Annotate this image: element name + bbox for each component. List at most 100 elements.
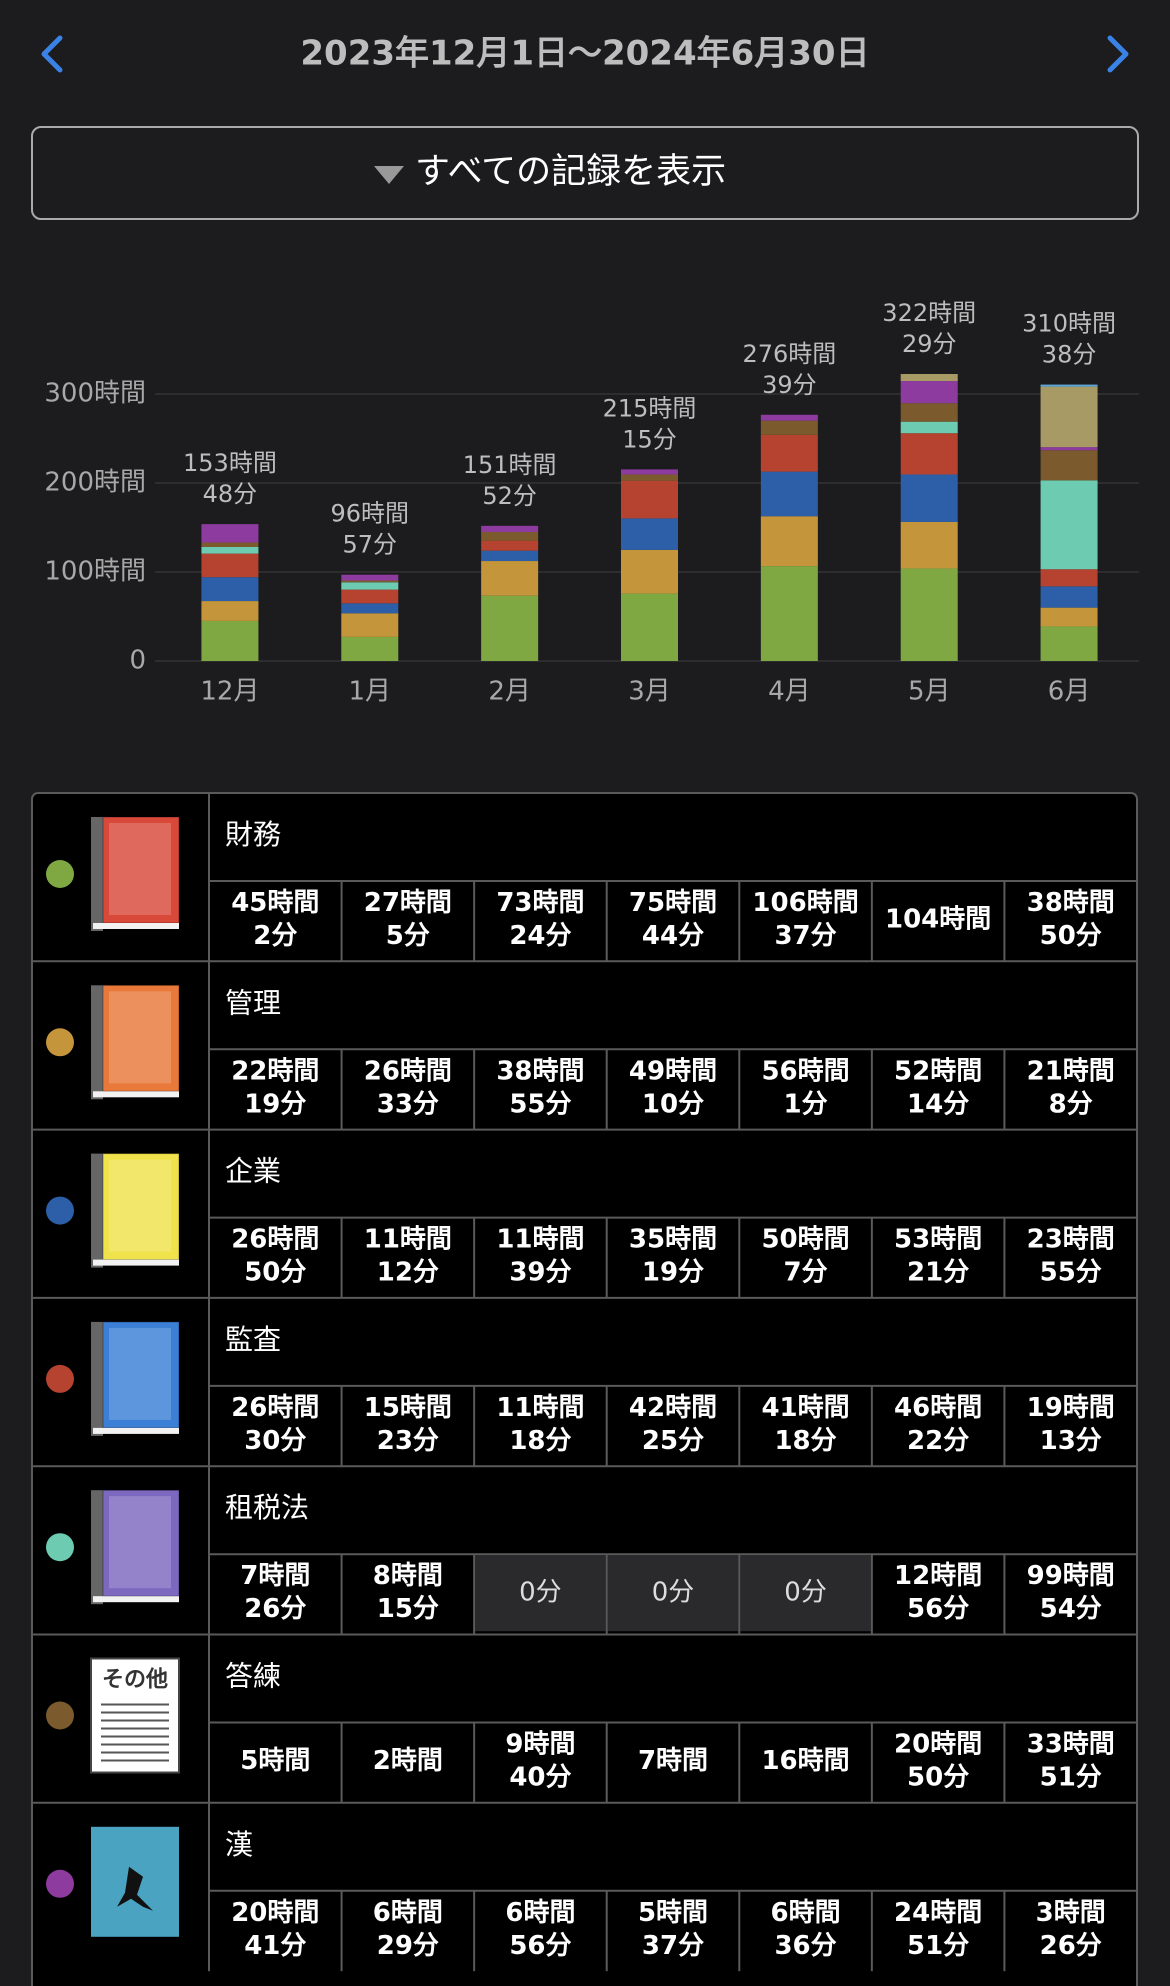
bar-segment (900, 474, 958, 522)
bar-segment (621, 549, 678, 594)
cell-text: 41分 (244, 1931, 306, 1961)
cell-text: 23時間 (1027, 1225, 1115, 1255)
x-tick-label: 2月 (488, 677, 531, 707)
cell-text: 53時間 (894, 1225, 982, 1255)
cell-text: 8時間 (373, 1561, 443, 1591)
cell-text: 56時間 (761, 1056, 849, 1086)
cell-text: 7時間 (638, 1746, 708, 1776)
x-tick-label: 3月 (628, 677, 671, 707)
color-dot (46, 1701, 74, 1730)
cell-text: 26時間 (364, 1056, 452, 1086)
color-dot (46, 860, 74, 888)
cell-text: 51分 (1040, 1763, 1102, 1793)
bar-segment (201, 542, 259, 547)
cell-text: 50時間 (761, 1225, 849, 1255)
cell-text: 3時間 (1036, 1898, 1106, 1928)
book-pages (93, 923, 179, 929)
cell-text: 33分 (377, 1089, 439, 1119)
total-label: 310時間 (1022, 310, 1116, 338)
total-label: 153時間 (183, 449, 277, 477)
date-range: 2023年12月1日〜2024年6月30日 (300, 34, 869, 74)
bar-segment (481, 550, 539, 562)
y-tick-label: 200時間 (44, 468, 146, 498)
bar-segment (1040, 586, 1098, 608)
bar-segment (1040, 607, 1098, 627)
cell-text: 19分 (642, 1258, 704, 1288)
button-border[interactable] (31, 126, 1139, 220)
cell-text: 56分 (907, 1594, 969, 1624)
cell-text: 8分 (1049, 1089, 1093, 1119)
dropdown-triangle[interactable] (374, 166, 404, 184)
table-row: 監査26時間30分15時間23分11時間18分42時間25分41時間18分46時… (32, 1296, 1137, 1467)
cell-text: 39分 (509, 1258, 571, 1288)
total-label: 215時間 (603, 394, 697, 422)
cell-text: 6時間 (373, 1898, 443, 1928)
bar-segment (1040, 386, 1098, 448)
bar-segment (1040, 450, 1098, 481)
total-label: 57分 (343, 531, 398, 559)
filter-button[interactable]: すべての記録を表示 (31, 126, 1139, 220)
book-shine (109, 991, 171, 1084)
cell-text: 52時間 (894, 1056, 982, 1086)
bar-segment (760, 434, 818, 472)
bar-segment (1040, 626, 1098, 661)
cell-text: 75時間 (629, 888, 717, 918)
cell-text: 37分 (774, 921, 836, 951)
color-dot (46, 1196, 74, 1225)
bar-segment (481, 532, 539, 541)
bar-segment (760, 516, 818, 567)
color-dot (46, 1028, 74, 1057)
total-label: 48分 (203, 480, 258, 508)
prev-arrow[interactable] (41, 35, 63, 73)
bar-segment (760, 471, 818, 517)
next-arrow[interactable] (1107, 35, 1129, 73)
row-name: 企業 (225, 1155, 281, 1188)
image-figure (117, 1866, 153, 1911)
cell-text: 42時間 (629, 1393, 717, 1423)
total-label: 52分 (482, 482, 537, 510)
bar-segment (341, 582, 399, 590)
cell-text: 33時間 (1027, 1730, 1115, 1760)
bar-segment (341, 589, 399, 604)
cell-text: 44分 (642, 921, 704, 951)
bar-segment (201, 577, 259, 602)
bar-segment (341, 580, 399, 583)
cell-text: 38時間 (496, 1056, 584, 1086)
cell-text: 12時間 (894, 1561, 982, 1591)
cell-text: 5時間 (240, 1746, 310, 1776)
row-name: 監査 (225, 1323, 281, 1356)
x-tick-label: 1月 (349, 677, 392, 707)
cell-text: 2分 (253, 921, 297, 951)
button-label[interactable]: すべての記録を表示 (415, 152, 726, 192)
bar-segment (900, 521, 958, 569)
cell-text: 22時間 (231, 1056, 319, 1086)
cell-text: 26時間 (231, 1393, 319, 1423)
bar-segment (481, 525, 539, 533)
book-cover (102, 1153, 180, 1261)
bar-segment (900, 374, 958, 382)
cell-text: 99時間 (1027, 1561, 1115, 1591)
book-spine (91, 1153, 103, 1268)
cell-text: 27時間 (364, 888, 452, 918)
cell-text: 24分 (509, 921, 571, 951)
cell-text: 21時間 (1027, 1056, 1115, 1086)
x-tick-label: 5月 (908, 677, 951, 707)
cell-text: 55分 (509, 1089, 571, 1119)
bar-segment (201, 524, 259, 543)
cell-empty (607, 1555, 739, 1632)
row-name: 答練 (225, 1660, 281, 1693)
book-shine (109, 1327, 171, 1420)
table-background (31, 792, 1138, 1986)
bar-segment (481, 561, 539, 596)
cell-text: 5時間 (638, 1898, 708, 1928)
cell-text: 15時間 (364, 1393, 452, 1423)
y-tick-label: 0 (129, 646, 146, 676)
bar-segment (621, 593, 678, 661)
bar-segment (1040, 480, 1098, 570)
bar-segment (201, 601, 259, 621)
cell-text: 11時間 (496, 1225, 584, 1255)
book-shine (109, 823, 171, 915)
cell-text: 13分 (1040, 1426, 1102, 1456)
